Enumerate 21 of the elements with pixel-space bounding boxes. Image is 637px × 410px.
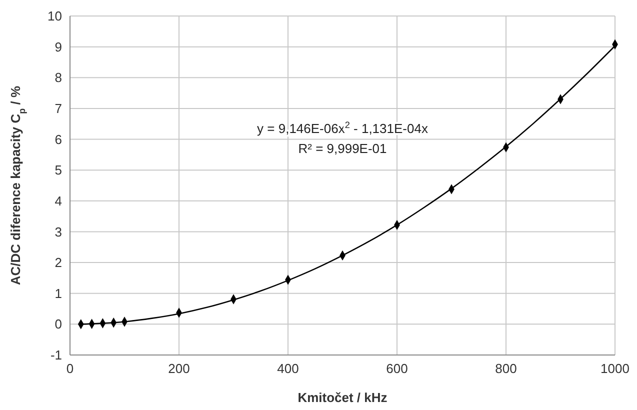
y-tick-label: 2 (54, 255, 62, 270)
y-tick-label: 8 (54, 70, 62, 86)
x-tick-label: 400 (277, 361, 299, 376)
x-tick-label: 0 (66, 361, 74, 376)
y-tick-label: -1 (50, 348, 62, 363)
annotation: y = 9,146E-06x$^{2}$ - 1,131E-04x (257, 120, 428, 136)
y-tick-label: 10 (48, 8, 62, 24)
x-tick-label: 200 (168, 361, 190, 376)
y-tick-label: 9 (54, 39, 62, 54)
y-tick-label: 0 (54, 316, 62, 332)
y-tick-label: 1 (54, 286, 62, 301)
x-tick-label: 600 (386, 361, 408, 376)
y-tick-label: 7 (54, 101, 62, 116)
y-tick-label: 4 (54, 193, 62, 208)
annotation: R² = 9,999E-01 (298, 141, 387, 156)
x-tick-label: 1000 (600, 361, 630, 376)
x-axis-title: Kmitočet / kHz (298, 390, 388, 405)
x-tick-label: 800 (495, 361, 517, 376)
y-tick-label: 6 (54, 132, 62, 147)
y-tick-label: 3 (54, 224, 62, 240)
y-tick-label: 5 (54, 162, 62, 178)
